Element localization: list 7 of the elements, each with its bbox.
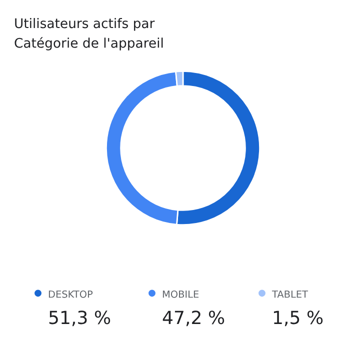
data-label: 51,3 % <box>49 310 110 326</box>
data-label: 47,2 % <box>162 310 224 326</box>
legend-label: DESKTOP <box>48 290 93 298</box>
legend-label: TABLET <box>272 290 308 298</box>
data-label: 1,5 % <box>274 310 323 326</box>
chart-title: Utilisateurs actifs par Catégorie de l'appareil <box>14 18 163 50</box>
legend-label: MOBILE <box>162 290 199 298</box>
